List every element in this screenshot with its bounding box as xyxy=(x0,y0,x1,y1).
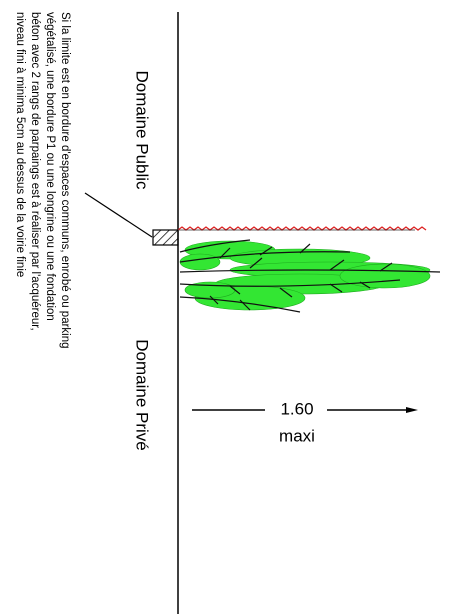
note-line: Si la limite est en bordure d'espaces co… xyxy=(59,12,71,349)
note-line: béton avec 2 rangs de parpaings est à ré… xyxy=(29,12,41,331)
public-label: Domaine Public xyxy=(133,70,152,190)
note: Si la limite est en bordure d'espaces co… xyxy=(14,12,71,349)
note-line: végétalisé, une bordure P1 ou une longri… xyxy=(44,12,56,321)
fence xyxy=(177,226,427,231)
dimension-label: 1.60 xyxy=(280,399,313,418)
note-line: niveau fini à minima 5cm au dessus de la… xyxy=(14,12,26,277)
dimension-note: maxi xyxy=(279,426,315,445)
hedge xyxy=(179,240,431,311)
curb xyxy=(152,229,179,246)
leader-line xyxy=(84,192,153,238)
arrowhead xyxy=(406,407,418,413)
private-label: Domaine Privé xyxy=(133,339,152,451)
dimension: 1.60 maxi xyxy=(192,399,418,445)
branches xyxy=(179,239,441,313)
